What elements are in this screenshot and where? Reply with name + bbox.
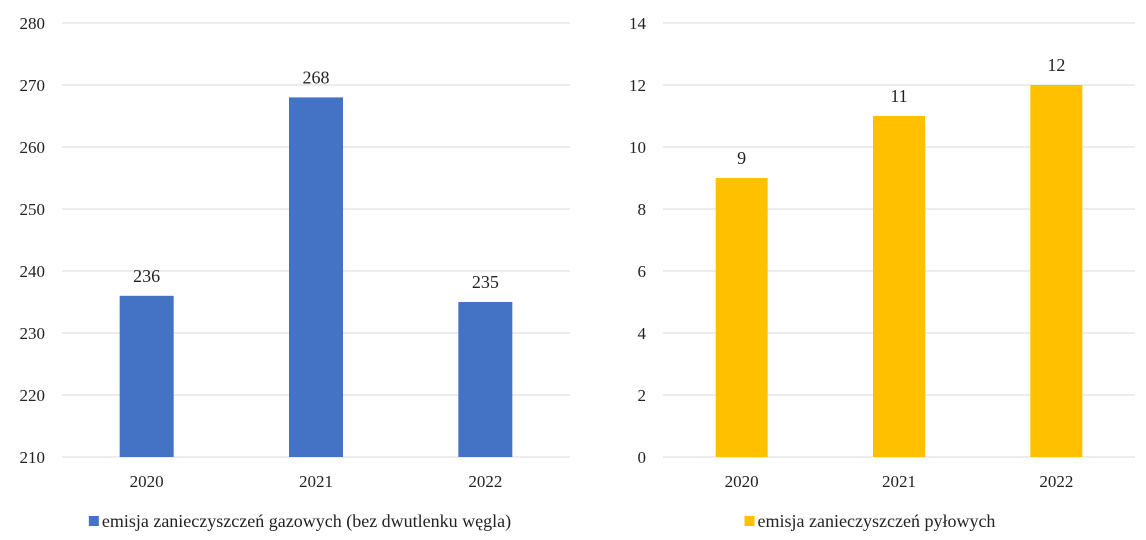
dust-y-tick-label: 0 <box>638 448 647 467</box>
dust-y-tick-label: 12 <box>629 76 646 95</box>
gas-data-label-2021: 268 <box>303 67 330 87</box>
dust-legend-label: emisja zanieczyszczeń pyłowych <box>758 511 996 531</box>
gas-bar-2022 <box>458 302 513 457</box>
dust-x-tick-label-2020: 2020 <box>725 472 759 491</box>
gas-y-tick-label: 250 <box>20 200 46 219</box>
gas-y-tick-label: 260 <box>20 138 46 157</box>
gas-data-label-2020: 236 <box>133 266 160 286</box>
gas-legend-swatch <box>88 516 99 526</box>
gas-legend-label: emisja zanieczyszczeń gazowych (bez dwut… <box>102 511 511 532</box>
dust-y-tick-label: 14 <box>629 14 647 33</box>
dust-data-label-2022: 12 <box>1047 55 1065 75</box>
gas-bar-2020 <box>119 295 174 457</box>
gas-y-tick-label: 270 <box>20 76 46 95</box>
gas-y-tick-label: 280 <box>20 14 46 33</box>
gas-data-label-2022: 235 <box>472 272 499 292</box>
gas-y-tick-label: 240 <box>20 262 46 281</box>
gas-bar-2021 <box>289 97 343 458</box>
dust-bar-2021 <box>873 116 925 457</box>
gas-x-tick-label-2022: 2022 <box>468 472 502 491</box>
dust-y-tick-label: 10 <box>629 138 646 157</box>
dust-bar-2022 <box>1030 85 1083 457</box>
dust-data-label-2021: 11 <box>890 86 907 106</box>
dust-y-tick-label: 2 <box>638 386 647 405</box>
dust-x-tick-label-2021: 2021 <box>882 472 916 491</box>
dust-x-tick-label-2022: 2022 <box>1039 472 1073 491</box>
gas-y-tick-label: 230 <box>20 324 46 343</box>
dust-y-tick-label: 4 <box>638 324 647 343</box>
dust-y-tick-label: 6 <box>638 262 647 281</box>
gas-x-tick-label-2020: 2020 <box>130 472 164 491</box>
dust-y-tick-label: 8 <box>638 200 647 219</box>
gas-y-tick-label: 220 <box>20 386 46 405</box>
gas-y-tick-label: 210 <box>20 448 46 467</box>
gas-emission-chart: 210 220 230 240 250 260 270 280 236 2020 268 2021 23… <box>20 14 570 532</box>
dust-bar-2020 <box>715 178 768 457</box>
dust-emission-chart: 0 2 4 6 8 10 12 14 9 2020 11 2021 12 2022 emisja zanie… <box>629 14 1135 531</box>
dust-data-label-2020: 9 <box>737 148 746 168</box>
dust-legend-swatch <box>744 516 755 526</box>
gas-x-tick-label-2021: 2021 <box>299 472 333 491</box>
